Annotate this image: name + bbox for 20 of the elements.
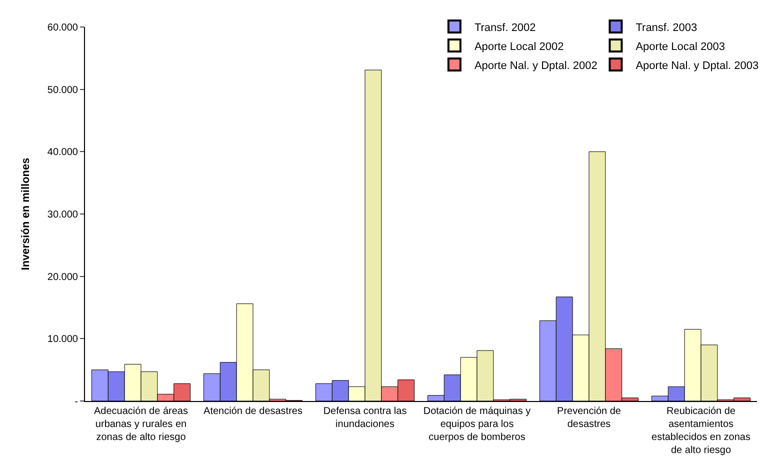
y-tick-label: 30.000 xyxy=(47,210,78,220)
legend-label: Aporte Nal. y Dptal. 2003 xyxy=(636,60,759,72)
x-tick-label: Dotación de máquinas y equipos para los cuerpos de bomberos xyxy=(423,406,531,443)
legend-label: Aporte Local 2002 xyxy=(474,40,564,53)
y-tick-label: 60.000 xyxy=(47,22,78,34)
x-tick-label: Prevención de desastres xyxy=(557,406,622,430)
x-tick-label: Adecuación de áreas urbanas y rurales en zonas de alto riesgo xyxy=(94,406,188,443)
y-tick-label: 20.000 xyxy=(47,272,78,283)
x-tick-label: Reubicación de asentamientos establecidos en zonas de alto riesgo xyxy=(652,406,750,456)
legend-label: Aporte Nal. y Dptal. 2002 xyxy=(474,60,598,72)
y-tick-label: - xyxy=(74,396,78,408)
legend-label: Transf. 2002 xyxy=(474,22,536,34)
legend-label: Transf. 2003 xyxy=(636,22,698,34)
y-tick-label: 10.000 xyxy=(47,334,78,346)
y-axis-title: Inversión en millones xyxy=(20,158,32,270)
x-tick-label: Defensa contra las inundaciones xyxy=(323,406,407,430)
x-tick-label: Atención de desastres xyxy=(204,406,302,417)
y-tick-label: 40.000 xyxy=(47,147,78,158)
legend-label: Aporte Local 2003 xyxy=(636,40,726,53)
y-tick-label: 50.000 xyxy=(47,84,78,96)
